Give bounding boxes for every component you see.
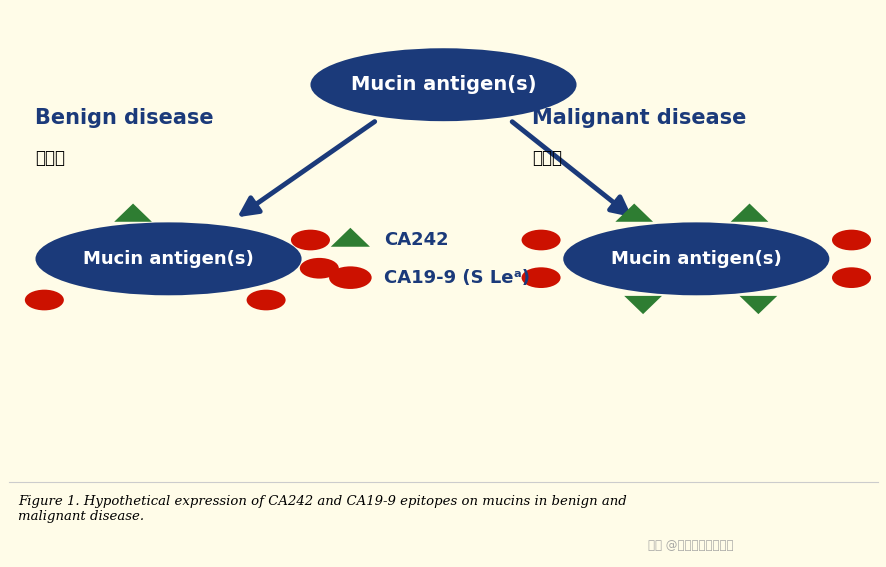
Circle shape (831, 267, 870, 288)
Polygon shape (730, 204, 767, 222)
Circle shape (521, 230, 560, 251)
Polygon shape (615, 204, 652, 222)
Polygon shape (624, 296, 661, 314)
Text: Mucin antigen(s): Mucin antigen(s) (610, 250, 781, 268)
Polygon shape (114, 204, 152, 222)
Text: 知乎 @肿瘤标志物科普猫: 知乎 @肿瘤标志物科普猫 (647, 539, 732, 552)
Text: CA242: CA242 (384, 231, 448, 249)
Text: Figure 1. Hypothetical expression of CA242 and CA19-9 epitopes on mucins in beni: Figure 1. Hypothetical expression of CA2… (18, 494, 626, 523)
Circle shape (521, 267, 560, 288)
Circle shape (291, 230, 330, 251)
Circle shape (246, 290, 285, 310)
Circle shape (25, 290, 64, 310)
Text: Mucin antigen(s): Mucin antigen(s) (83, 250, 253, 268)
Text: 恶性病: 恶性病 (532, 149, 562, 167)
Circle shape (329, 266, 371, 289)
Ellipse shape (563, 222, 828, 295)
Text: Benign disease: Benign disease (35, 108, 214, 128)
Text: Mucin antigen(s): Mucin antigen(s) (350, 75, 536, 94)
Text: Malignant disease: Malignant disease (532, 108, 746, 128)
Circle shape (299, 258, 338, 278)
Circle shape (831, 230, 870, 251)
Polygon shape (330, 228, 369, 247)
Ellipse shape (310, 48, 576, 121)
Text: CA19-9 (S Leᵃ): CA19-9 (S Leᵃ) (384, 269, 530, 287)
Polygon shape (739, 296, 776, 314)
Ellipse shape (35, 222, 301, 295)
Text: 良性病: 良性病 (35, 149, 66, 167)
